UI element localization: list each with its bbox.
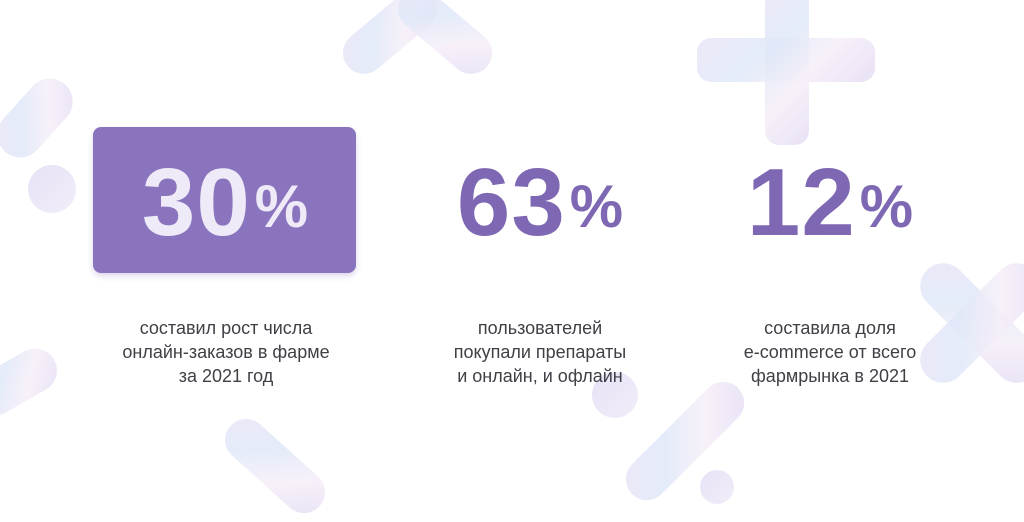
percent-sign-2: % [569,173,624,240]
decor-dot-left [28,165,76,213]
caption-line: фармрынка в 2021 [751,366,909,386]
decor-dot-bottom [592,372,638,418]
caption-line: составил рост числа [139,318,313,338]
caption-line: пользователей [477,318,603,338]
decor-dot-bottom-right [700,470,734,504]
stat-number-2: 63 [456,149,566,256]
stat-caption-1: составил рост числа онлайн-заказов в фар… [96,316,356,388]
stat-number-1: 30 [141,149,251,256]
stat-caption-2: пользователей покупали препараты и онлай… [410,316,670,388]
stat-value-2: 63% [435,155,645,251]
decor-bar-left [0,69,83,167]
decor-bar-bottom-left [216,410,334,522]
stat-caption-3: составила доля e-commerce от всего фармр… [700,316,960,388]
stat-number-3: 12 [746,149,856,256]
caption-line: за 2021 год [178,366,274,386]
percent-sign-1: % [254,173,309,240]
caption-line: онлайн-заказов в фарме [122,342,330,362]
decor-plus-vertical [765,0,809,145]
caption-line: покупали препараты [453,342,627,362]
stat-value-3: 12% [725,155,935,251]
percent-sign-3: % [859,173,914,240]
caption-line: и онлайн, и офлайн [457,366,623,386]
caption-line: составила доля [764,318,896,338]
decor-bar-left-bottom [0,340,65,424]
caption-line: e-commerce от всего [743,342,917,362]
highlight-box [93,127,356,273]
stat-value-1: 30% [120,155,330,251]
